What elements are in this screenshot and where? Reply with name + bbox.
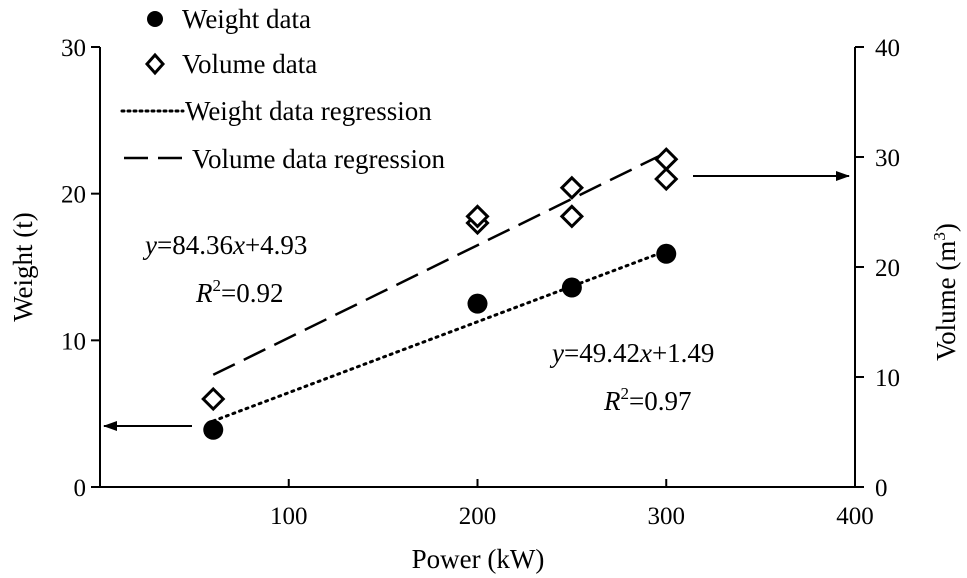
y-left-tick-label: 10 — [61, 328, 86, 355]
weight-eq-sup: 2 — [621, 384, 630, 403]
weight-data-point — [561, 277, 582, 298]
volume-eq-y: y — [142, 230, 157, 260]
legend-weight-marker — [147, 11, 163, 27]
y-right-tick-label: 30 — [875, 145, 900, 172]
y-left-tick-label: 30 — [61, 35, 86, 62]
x-tick-label: 100 — [270, 503, 308, 530]
y-axis-right-title-main: Volume (m — [931, 241, 961, 361]
y-left-tick-label: 0 — [74, 475, 87, 502]
legend-weight-label: Weight data — [182, 4, 311, 34]
y-axis-right-title-close: ) — [931, 223, 961, 232]
y-axis-right-title-sup: 3 — [930, 232, 949, 241]
weight-data-point — [656, 243, 677, 264]
weight-regression-equation: y=49.42x+1.49 R2=0.97 — [549, 338, 714, 416]
weight-equation-line2: R2=0.97 — [603, 384, 691, 416]
regression-lines — [211, 151, 668, 423]
legend-weight-regression-label: Weight data regression — [185, 96, 432, 126]
legend-volume-marker — [144, 52, 166, 76]
weight-eq-rest1: =49.42 — [564, 338, 640, 368]
legend-volume-regression-label: Volume data regression — [192, 144, 445, 174]
volume-eq-rest2: +4.93 — [245, 230, 307, 260]
weight-data-point — [203, 419, 224, 440]
volume-data-point — [201, 386, 226, 412]
volume-data-point — [559, 204, 584, 229]
legend-volume-label: Volume data — [182, 49, 317, 79]
y-right-tick-label: 10 — [875, 365, 900, 392]
volume-eq-x: x — [232, 230, 245, 260]
weight-eq-x: x — [639, 338, 652, 368]
y-right-tick-label: 0 — [875, 475, 888, 502]
y-axis-left-title: Weight (t) — [8, 212, 38, 322]
volume-data-point — [559, 175, 584, 200]
y-right-tick-label: 40 — [875, 35, 900, 62]
legend: Weight data Volume data Weight data regr… — [120, 4, 445, 174]
y-right-tick-label: 20 — [875, 255, 900, 282]
x-axis-title: Power (kW) — [412, 544, 545, 574]
weight-eq-y: y — [549, 338, 564, 368]
x-tick-label: 200 — [459, 503, 497, 530]
weight-eq-rest: =0.97 — [629, 386, 691, 416]
weight-eq-r: R — [603, 386, 621, 416]
x-tick-label: 400 — [836, 503, 874, 530]
volume-equation-line1: y=84.36x+4.93 — [142, 230, 307, 260]
volume-eq-sup: 2 — [213, 276, 222, 295]
volume-eq-r: R — [195, 278, 213, 308]
volume-regression-line — [212, 151, 667, 376]
volume-data-point — [654, 166, 679, 192]
y-left-tick-label: 20 — [61, 182, 86, 209]
weight-data-point — [467, 293, 488, 314]
volume-eq-rest1: =84.36 — [157, 230, 233, 260]
weight-eq-rest2: +1.49 — [652, 338, 714, 368]
volume-data-point — [654, 147, 679, 172]
volume-regression-equation: y=84.36x+4.93 R2=0.92 — [142, 230, 307, 308]
volume-equation-line2: R2=0.92 — [195, 276, 283, 308]
axis-ticks — [91, 46, 864, 488]
y-axis-right-title: Volume (m3) — [930, 223, 961, 361]
x-tick-label: 300 — [648, 503, 686, 530]
data-points — [201, 147, 679, 440]
volume-eq-rest: =0.92 — [221, 278, 283, 308]
weight-regression-line — [211, 249, 668, 423]
weight-equation-line1: y=49.42x+1.49 — [549, 338, 714, 368]
volume-data-point — [465, 204, 490, 229]
